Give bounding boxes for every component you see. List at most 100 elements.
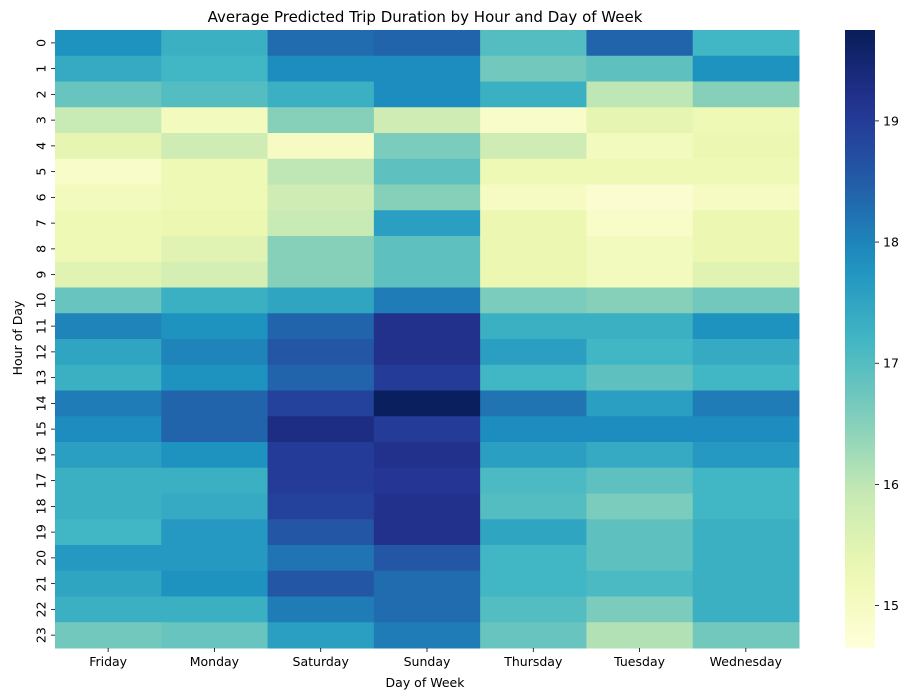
y-tick-label: 13 <box>34 370 49 386</box>
heatmap-cell <box>267 416 375 443</box>
heatmap-cell <box>161 442 269 469</box>
y-tick-label: 17 <box>34 473 49 489</box>
heatmap-cell <box>480 364 587 391</box>
heatmap-cell <box>373 390 481 417</box>
y-tick-label: 23 <box>34 627 49 643</box>
x-tick-label: Sunday <box>404 654 451 669</box>
heatmap-cell <box>480 210 587 237</box>
heatmap-cell <box>586 55 694 82</box>
heatmap-cell <box>161 81 269 108</box>
heatmap-cell <box>267 261 375 288</box>
heatmap-cell <box>692 493 800 520</box>
heatmap-cell <box>55 55 162 82</box>
colorbar-tick-label: 15 <box>883 598 899 613</box>
heatmap-cells <box>55 30 800 649</box>
y-tick-label: 2 <box>34 90 49 98</box>
heatmap-cell <box>373 55 481 82</box>
x-tick-label: Tuesday <box>613 654 665 669</box>
heatmap-cell <box>267 622 375 649</box>
colorbar-tick-label: 18 <box>883 235 899 250</box>
heatmap-cell <box>480 493 587 520</box>
heatmap-cell <box>586 519 694 546</box>
heatmap-cell <box>586 364 694 391</box>
y-tick-label: 16 <box>34 447 49 463</box>
heatmap-cell <box>586 467 694 494</box>
heatmap-cell <box>586 287 694 314</box>
heatmap-cell <box>373 622 481 649</box>
heatmap-cell <box>480 416 587 443</box>
heatmap-cell <box>480 467 587 494</box>
heatmap-cell <box>692 622 800 649</box>
heatmap-cell <box>55 442 162 469</box>
heatmap-cell <box>55 390 162 417</box>
heatmap-cell <box>586 570 694 597</box>
heatmap-cell <box>480 184 587 211</box>
heatmap-cell <box>55 364 162 391</box>
heatmap-cell <box>480 313 587 340</box>
heatmap-cell <box>267 596 375 623</box>
heatmap-cell <box>480 545 587 572</box>
heatmap-cell <box>267 364 375 391</box>
heatmap-cell <box>586 236 694 263</box>
heatmap-cell <box>373 158 481 185</box>
heatmap-cell <box>55 184 162 211</box>
heatmap-cell <box>373 133 481 160</box>
heatmap-cell <box>373 236 481 263</box>
heatmap-cell <box>692 570 800 597</box>
heatmap-cell <box>480 519 587 546</box>
heatmap-cell <box>373 364 481 391</box>
heatmap-cell <box>373 596 481 623</box>
heatmap-cell <box>586 622 694 649</box>
heatmap-cell <box>692 287 800 314</box>
heatmap-cell <box>692 596 800 623</box>
heatmap-cell <box>55 596 162 623</box>
heatmap-cell <box>55 133 162 160</box>
heatmap-cell <box>161 30 269 57</box>
heatmap-cell <box>55 416 162 443</box>
heatmap-cell <box>55 493 162 520</box>
heatmap-cell <box>373 81 481 108</box>
heatmap-cell <box>267 519 375 546</box>
y-tick-label: 1 <box>34 65 49 73</box>
heatmap-cell <box>161 133 269 160</box>
heatmap-cell <box>161 287 269 314</box>
heatmap-cell <box>161 519 269 546</box>
heatmap-cell <box>586 596 694 623</box>
heatmap-cell <box>267 81 375 108</box>
heatmap-cell <box>161 596 269 623</box>
y-tick-label: 14 <box>34 395 49 411</box>
heatmap-cell <box>267 493 375 520</box>
heatmap-cell <box>373 261 481 288</box>
heatmap-cell <box>161 313 269 340</box>
heatmap-cell <box>586 81 694 108</box>
heatmap-cell <box>692 261 800 288</box>
heatmap-cell <box>480 596 587 623</box>
heatmap-cell <box>480 236 587 263</box>
y-tick-label: 15 <box>34 421 49 437</box>
heatmap-cell <box>373 416 481 443</box>
colorbar-tick-label: 19 <box>883 113 899 128</box>
heatmap-cell <box>55 30 162 57</box>
heatmap-cell <box>267 55 375 82</box>
heatmap-cell <box>692 236 800 263</box>
heatmap-cell <box>586 390 694 417</box>
chart-title: Average Predicted Trip Duration by Hour … <box>208 8 643 26</box>
heatmap-cell <box>586 416 694 443</box>
heatmap-cell <box>480 107 587 134</box>
heatmap-cell <box>267 236 375 263</box>
heatmap-cell <box>586 545 694 572</box>
heatmap-cell <box>161 55 269 82</box>
heatmap-cell <box>692 519 800 546</box>
y-tick-label: 18 <box>34 498 49 514</box>
y-tick-label: 7 <box>34 219 49 227</box>
y-tick-label: 4 <box>34 142 49 150</box>
x-tick-label: Wednesday <box>710 654 783 669</box>
heatmap-cell <box>692 339 800 366</box>
heatmap-cell <box>480 287 587 314</box>
heatmap-cell <box>267 442 375 469</box>
y-tick-label: 9 <box>34 271 49 279</box>
heatmap-cell <box>586 133 694 160</box>
x-axis-ticks: Friday Monday Saturday Sunday Thursday Tuesda… <box>89 648 783 669</box>
heatmap-cell <box>267 545 375 572</box>
